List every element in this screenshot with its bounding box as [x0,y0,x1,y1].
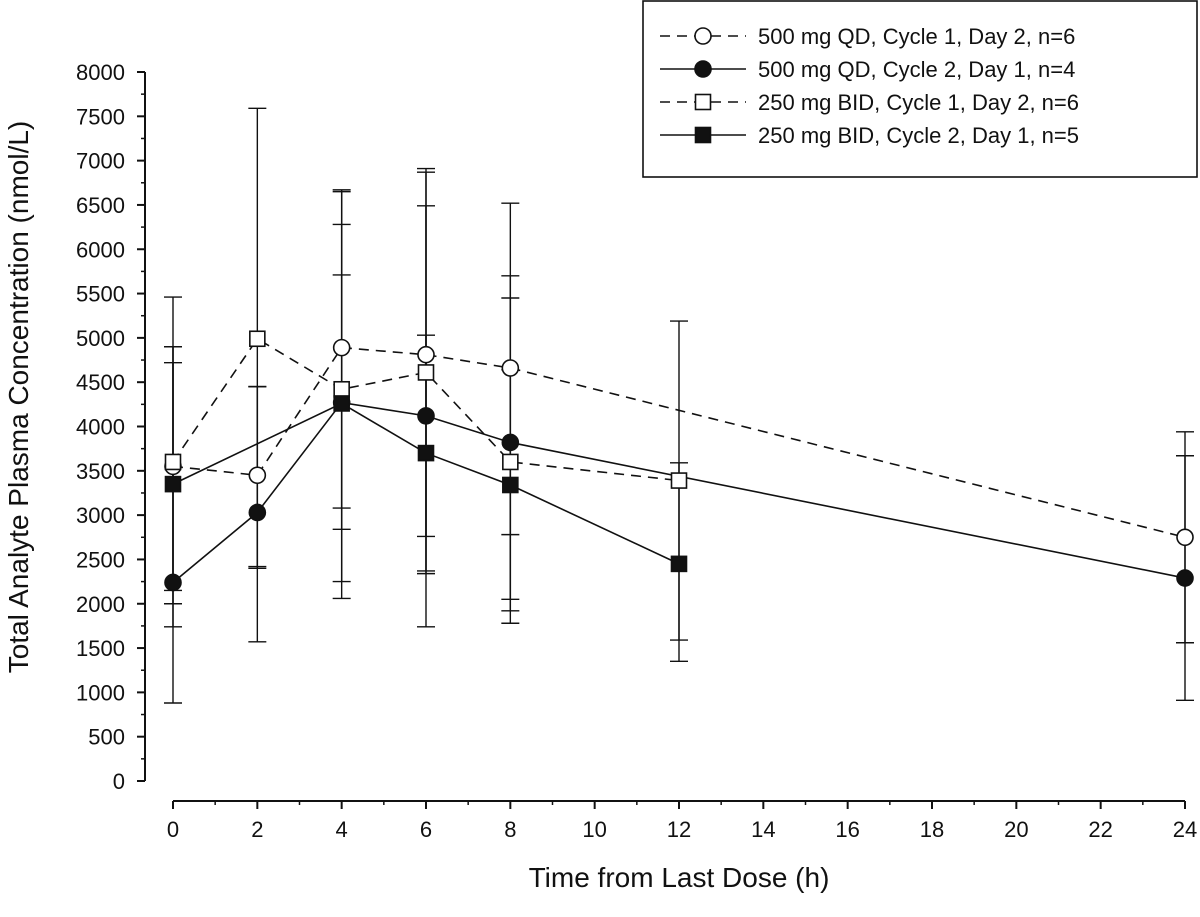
legend: 500 mg QD, Cycle 1, Day 2, n=6 500 mg QD,… [642,0,1198,178]
y-tick-label: 7000 [76,149,125,174]
series-4-markers [164,395,688,573]
y-axis-title: Total Analyte Plasma Concentration (nmol… [3,121,34,674]
legend-label: 250 mg BID, Cycle 1, Day 2, n=6 [758,90,1079,115]
y-tick-label: 4000 [76,415,125,440]
y-tick-label: 6500 [76,193,125,218]
data-point [417,345,435,364]
data-point [501,433,520,452]
y-tick-label: 1500 [76,636,125,661]
x-tick-label: 20 [1004,817,1028,842]
data-point [248,466,267,485]
data-point [333,380,350,398]
legend-marker [694,60,712,78]
y-tick-label: 3000 [76,503,125,528]
y-tick-label: 2000 [76,592,125,617]
legend-label: 500 mg QD, Cycle 2, Day 1, n=4 [758,57,1075,82]
x-axis-title: Time from Last Dose (h) [529,862,830,893]
data-point [417,407,435,425]
legend-marker [694,27,712,45]
data-point [670,555,688,573]
x-tick-label: 4 [336,817,348,842]
data-point [248,503,267,522]
data-point [164,475,182,493]
y-tick-label: 7500 [76,104,125,129]
y-tick-label: 5500 [76,282,125,307]
y-tick-label: 0 [113,769,125,794]
y-tick-label: 2500 [76,547,125,572]
data-point [1176,569,1194,587]
legend-marker [694,93,712,111]
x-tick-label: 24 [1173,817,1197,842]
y-tick-label: 6000 [76,237,125,262]
legend-marker [694,126,712,144]
series-line [172,337,680,482]
data-point [332,338,351,357]
x-tick-label: 10 [582,817,606,842]
axes: 0 500 1000 1500 2000 2500 3000 3500 4000 4500 5000… [76,60,1197,842]
series-line [172,346,1186,539]
y-tick-label: 4500 [76,370,125,395]
x-tick-label: 16 [835,817,859,842]
x-tick-label: 0 [167,817,179,842]
x-tick-label: 12 [667,817,691,842]
data-point [670,472,688,489]
x-tick-label: 18 [920,817,944,842]
y-tick-label: 500 [88,725,125,750]
legend-label: 250 mg BID, Cycle 2, Day 1, n=5 [758,123,1079,148]
data-point [502,476,519,494]
y-tick-label: 8000 [76,60,125,85]
data-point [164,453,182,471]
y-tick-label: 5000 [76,326,125,351]
series-3-markers [164,330,688,489]
x-tick-label: 22 [1088,817,1112,842]
data-point [333,395,350,412]
data-point [249,330,266,348]
data-point [417,444,435,462]
data-point [417,364,435,381]
y-tick-label: 1000 [76,680,125,705]
data-point [1176,528,1194,547]
x-tick-label: 2 [251,817,263,842]
x-tick-label: 14 [751,817,775,842]
plot-area [164,107,1194,704]
series-line [172,401,1186,584]
y-tick-label: 3500 [76,459,125,484]
x-tick-label: 6 [420,817,432,842]
data-point [501,359,520,377]
data-point [164,573,182,592]
data-point [502,453,519,471]
x-tick-label: 8 [504,817,516,842]
legend-label: 500 mg QD, Cycle 1, Day 2, n=6 [758,24,1075,49]
legend-box [642,0,1198,178]
